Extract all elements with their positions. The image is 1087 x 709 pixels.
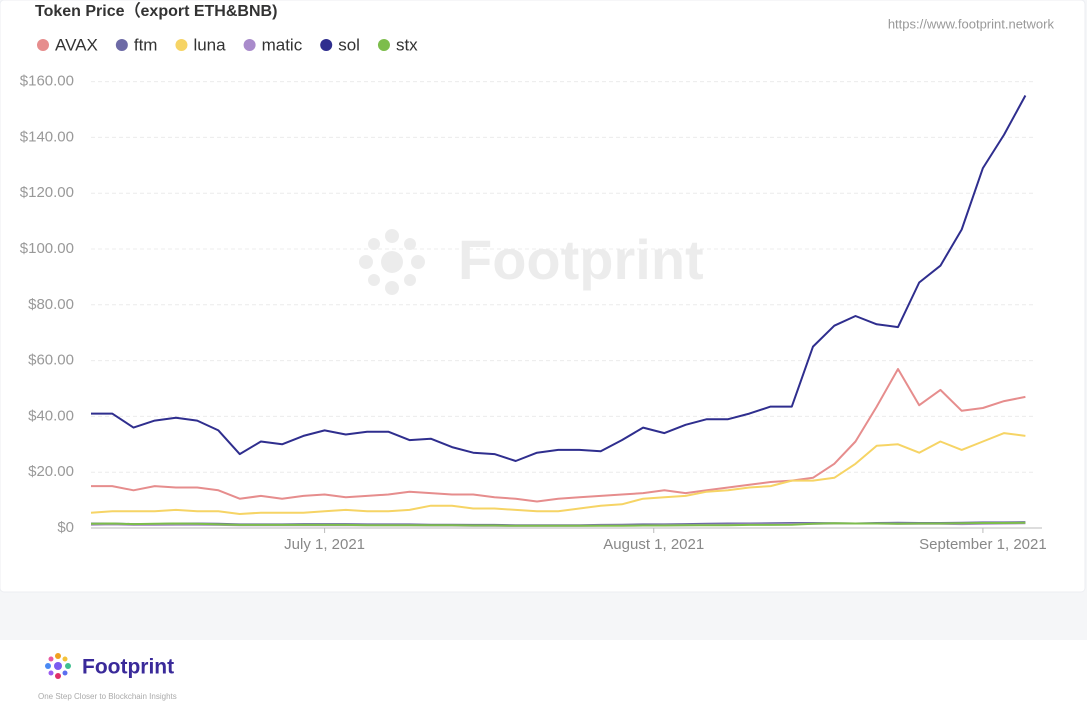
legend-label: stx xyxy=(396,35,418,54)
legend-marker xyxy=(320,39,333,51)
footer-logo xyxy=(45,653,71,679)
legend-label: luna xyxy=(193,35,226,54)
legend-label: ftm xyxy=(134,35,158,54)
y-tick-label: $140.00 xyxy=(20,128,74,145)
legend-marker xyxy=(175,39,188,51)
series-line xyxy=(91,368,1026,503)
y-tick-label: $120.00 xyxy=(20,184,74,201)
watermark-icon xyxy=(359,229,425,295)
y-tick-label: $80.00 xyxy=(28,296,74,313)
y-tick-label: $0 xyxy=(57,519,74,536)
y-tick-label: $100.00 xyxy=(20,240,74,257)
legend-label: matic xyxy=(262,35,303,54)
x-tick-label: July 1, 2021 xyxy=(284,536,365,553)
source: https://www.footprint.network xyxy=(888,16,1055,31)
x-tick-label: September 1, 2021 xyxy=(919,536,1047,553)
footer-band xyxy=(0,640,1087,709)
series-line xyxy=(90,521,1026,527)
legend-label: sol xyxy=(338,35,360,54)
legend-marker xyxy=(37,39,49,51)
footer-brand: Footprint xyxy=(82,656,174,679)
card xyxy=(0,0,1085,592)
series-line xyxy=(91,95,1027,462)
legend-marker xyxy=(115,39,128,51)
footer-tagline: One Step Closer to Blockchain Insights xyxy=(38,692,177,701)
series-line xyxy=(90,432,1026,515)
y-tick-label: $20.00 xyxy=(28,463,74,480)
x-tick-label: August 1, 2021 xyxy=(603,536,704,553)
watermark: Footprint xyxy=(458,228,704,291)
chart-title: Token Price（export ETH&BNB) xyxy=(35,2,277,20)
y-tick-label: $40.00 xyxy=(28,407,74,424)
legend-marker xyxy=(243,39,256,51)
y-tick-label: $160.00 xyxy=(20,73,74,90)
legend-label: AVAX xyxy=(55,35,98,54)
legend-marker xyxy=(377,39,390,51)
y-tick-label: $60.00 xyxy=(28,352,74,369)
